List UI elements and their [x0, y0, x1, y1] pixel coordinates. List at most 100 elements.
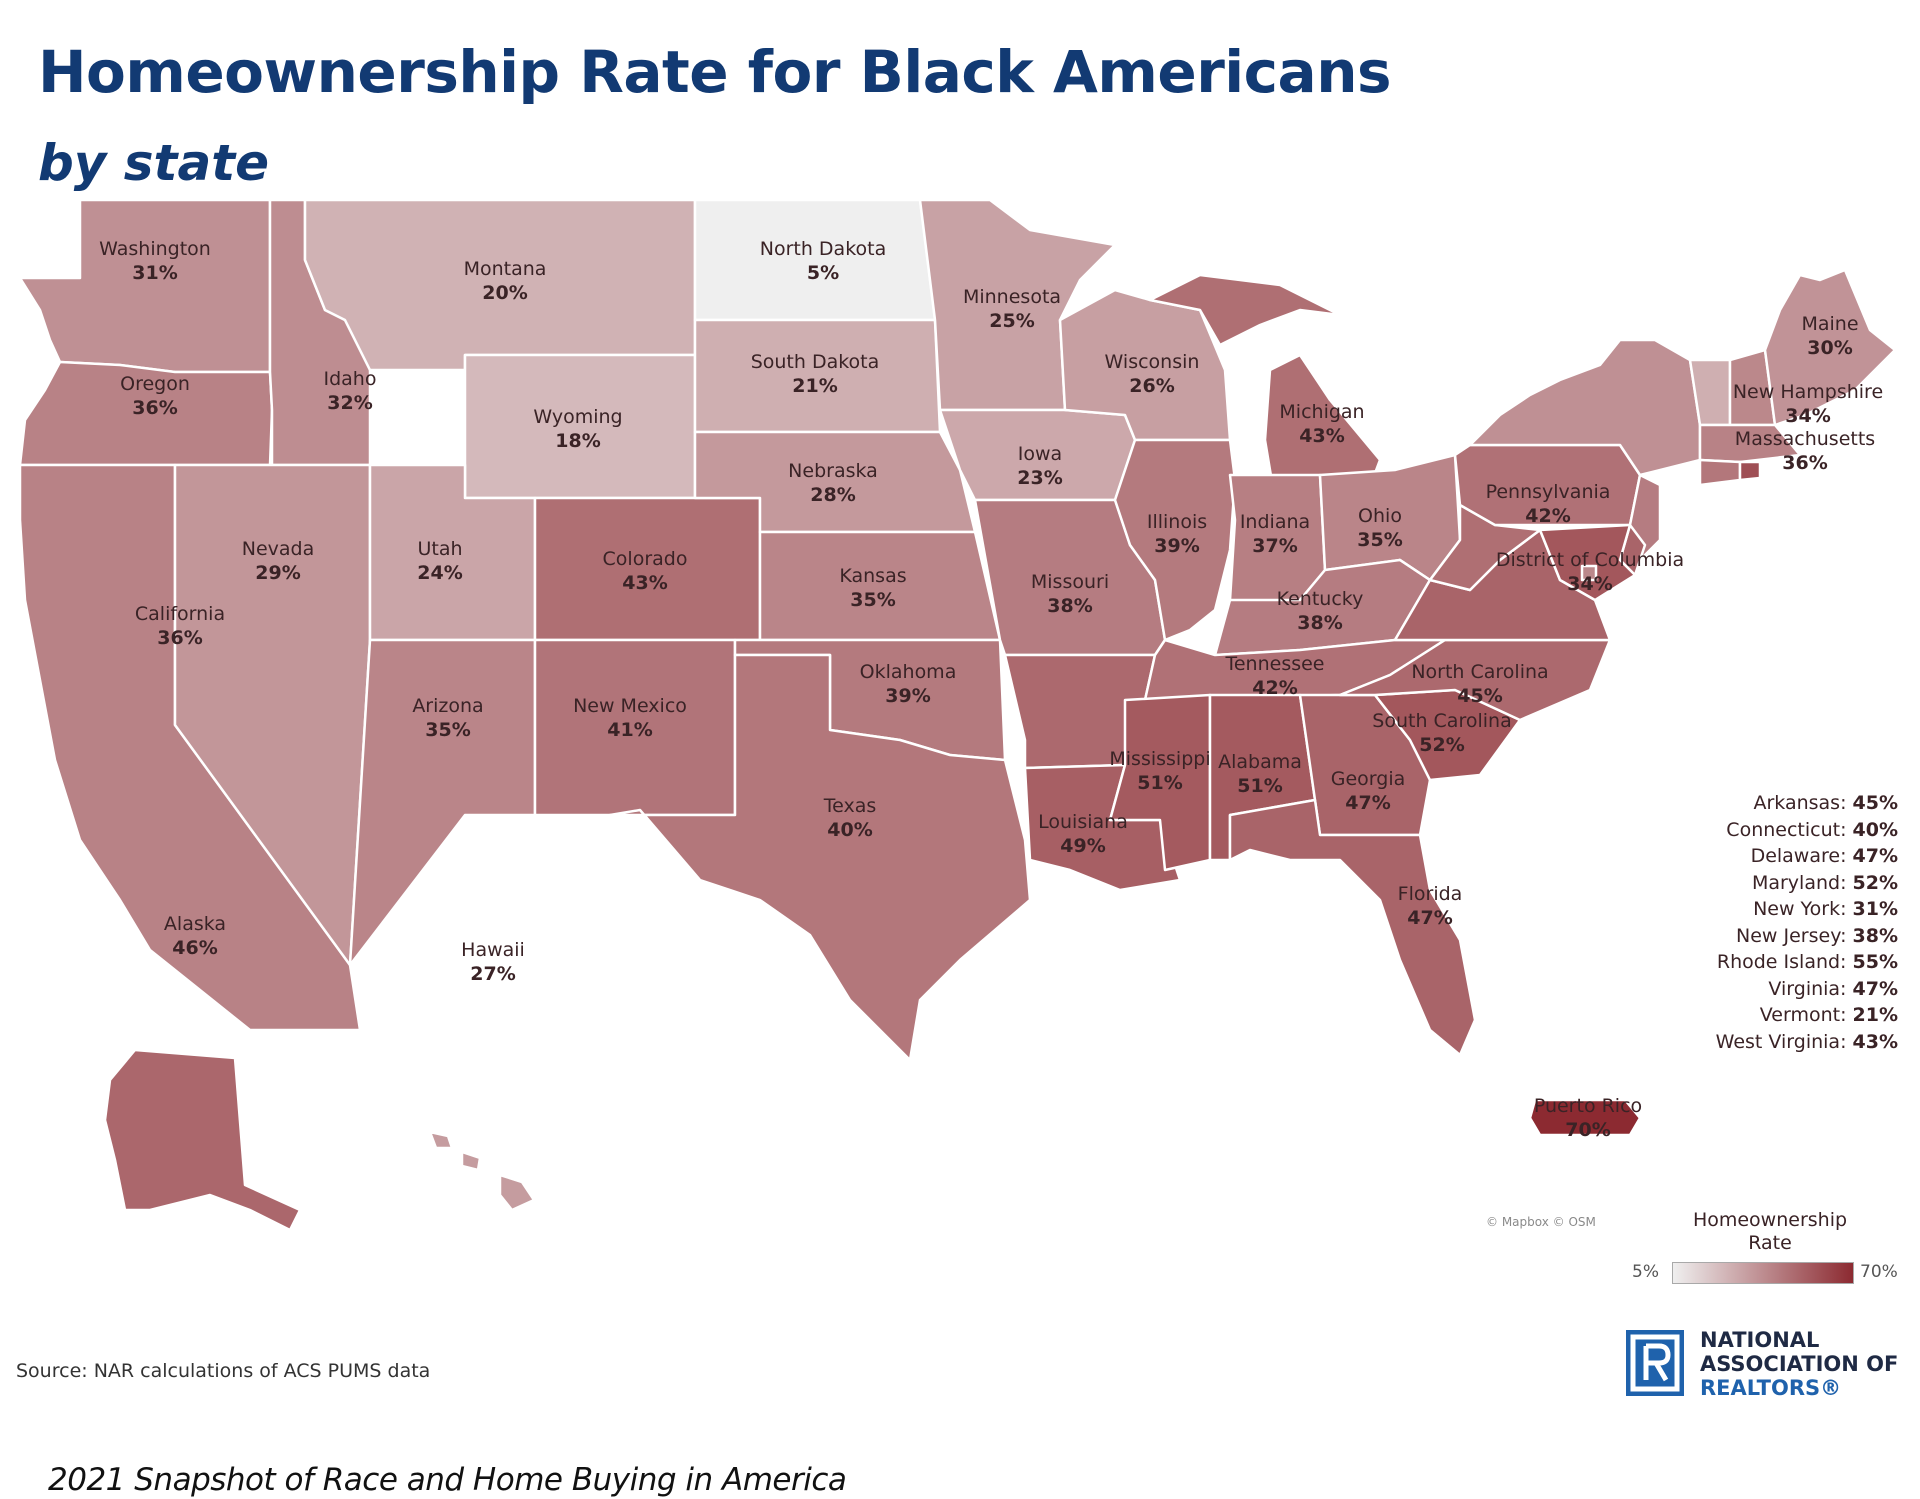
- state-minnesota[interactable]: [918, 200, 1117, 412]
- small-state-value: 45%: [1852, 792, 1898, 814]
- small-state-value: 43%: [1852, 1030, 1898, 1053]
- state-label-wisconsin: Wisconsin 26%: [1105, 351, 1200, 397]
- state-value: 47%: [1407, 907, 1452, 929]
- map-subtitle: by state: [38, 134, 270, 192]
- source-note: Source: NAR calculations of ACS PUMS dat…: [16, 1360, 431, 1382]
- state-label-alabama: Alabama 51%: [1218, 751, 1302, 797]
- report-footer: 2021 Snapshot of Race and Home Buying in…: [48, 1462, 847, 1498]
- state-label-nebraska: Nebraska 28%: [788, 460, 878, 506]
- state-name: Mississippi: [1109, 748, 1210, 770]
- state-washington[interactable]: [18, 200, 272, 374]
- state-wisconsin[interactable]: [1058, 288, 1232, 442]
- state-arizona[interactable]: [348, 638, 537, 967]
- state-connecticut[interactable]: [1698, 458, 1742, 487]
- state-name: North Dakota: [760, 238, 887, 260]
- state-florida[interactable]: [1228, 798, 1477, 1057]
- state-label-idaho: Idaho 32%: [324, 368, 377, 414]
- small-state-row: West Virginia: 43%: [1716, 1029, 1898, 1056]
- state-massachusetts[interactable]: [1698, 423, 1802, 464]
- state-name: Hawaii: [461, 939, 525, 961]
- small-state-value: 52%: [1852, 871, 1898, 894]
- state-name: Indiana: [1240, 511, 1310, 533]
- state-name: Pennsylvania: [1486, 481, 1611, 503]
- state-label-south-dakota: South Dakota 21%: [751, 351, 880, 397]
- small-state-row: Connecticut: 40%: [1716, 817, 1898, 844]
- small-state-name: Vermont:: [1759, 1004, 1853, 1026]
- state-value: 51%: [1237, 775, 1282, 797]
- state-label-puerto-rico: Puerto Rico 70%: [1534, 1095, 1642, 1141]
- state-label-ohio: Ohio 35%: [1357, 505, 1402, 551]
- small-state-value: 31%: [1852, 898, 1898, 920]
- state-name: Illinois: [1147, 511, 1207, 533]
- small-state-value: 38%: [1852, 924, 1898, 947]
- small-state-name: Virginia:: [1768, 977, 1853, 1000]
- state-value: 32%: [327, 392, 372, 414]
- state-name: Massachusetts: [1735, 428, 1875, 450]
- state-name: Tennessee: [1224, 653, 1324, 675]
- state-label-georgia: Georgia 47%: [1331, 768, 1406, 814]
- legend-color-scale: [1672, 1262, 1854, 1284]
- small-state-name: New York:: [1753, 898, 1853, 920]
- small-state-name: Maryland:: [1751, 871, 1853, 894]
- state-name: Wisconsin: [1105, 351, 1200, 373]
- state-hawaii[interactable]: [428, 1130, 536, 1212]
- state-name: Michigan: [1279, 401, 1364, 423]
- state-name: Ohio: [1358, 505, 1402, 527]
- state-value: 43%: [622, 572, 667, 594]
- state-name: Washington: [99, 238, 211, 260]
- state-texas[interactable]: [608, 653, 1032, 1062]
- state-puerto-rico[interactable]: [1528, 1098, 1642, 1137]
- state-value: 30%: [1807, 337, 1852, 359]
- state-label-wyoming: Wyoming 18%: [533, 406, 622, 452]
- state-value: 25%: [989, 310, 1034, 332]
- map-attribution[interactable]: © Mapbox © OSM: [1486, 1215, 1596, 1229]
- state-label-oklahoma: Oklahoma 39%: [860, 661, 957, 707]
- state-illinois[interactable]: [1113, 438, 1237, 642]
- state-value: 36%: [1782, 452, 1827, 474]
- state-value: 39%: [885, 685, 930, 707]
- state-value: 45%: [1457, 685, 1502, 707]
- state-rhode-island[interactable]: [1738, 460, 1762, 482]
- map-title: Homeownership Rate for Black Americans: [38, 38, 1392, 106]
- small-state-name: Rhode Island:: [1716, 951, 1853, 973]
- small-state-value: 21%: [1852, 1004, 1898, 1026]
- small-state-row: Delaware: 47%: [1716, 843, 1898, 870]
- state-value: 35%: [425, 719, 470, 741]
- small-states-list: Arkansas: 45% Connecticut: 40% Delaware: 4…: [1716, 790, 1898, 1055]
- state-name: Georgia: [1331, 768, 1406, 790]
- state-value: 41%: [607, 719, 652, 741]
- state-label-missouri: Missouri 38%: [1031, 571, 1109, 617]
- state-value: 23%: [1017, 467, 1062, 489]
- state-maine[interactable]: [1763, 268, 1897, 427]
- state-name: Nebraska: [788, 460, 878, 482]
- state-name: Colorado: [603, 548, 688, 570]
- state-value: 51%: [1137, 772, 1182, 794]
- state-name: Kansas: [839, 565, 906, 587]
- state-value: 34%: [1785, 405, 1830, 427]
- state-name: South Carolina: [1372, 710, 1511, 732]
- state-north-carolina[interactable]: [1338, 638, 1612, 722]
- state-label-indiana: Indiana 37%: [1240, 511, 1310, 557]
- small-state-row: Arkansas: 45%: [1716, 790, 1898, 817]
- state-value: 35%: [850, 589, 895, 611]
- state-name: Alabama: [1218, 751, 1302, 773]
- states-layer: [18, 200, 1897, 1232]
- state-alaska[interactable]: [103, 1048, 302, 1232]
- logo-line3: REALTORS®: [1700, 1376, 1842, 1400]
- state-name: District of Columbia: [1496, 549, 1684, 571]
- state-value: 39%: [1154, 535, 1199, 557]
- state-north-dakota[interactable]: [693, 200, 937, 322]
- state-label-massachusetts: Massachusetts 36%: [1735, 428, 1875, 474]
- state-maryland[interactable]: [1538, 523, 1637, 602]
- logo-line1: NATIONAL: [1700, 1328, 1820, 1352]
- state-name: North Carolina: [1411, 661, 1548, 683]
- state-name: Oklahoma: [860, 661, 957, 683]
- state-label-new-mexico: New Mexico 41%: [573, 695, 687, 741]
- small-state-name: Delaware:: [1750, 845, 1853, 867]
- state-name: Maine: [1801, 313, 1858, 335]
- small-state-name: New Jersey:: [1736, 924, 1853, 947]
- state-value: 42%: [1525, 505, 1570, 527]
- state-label-montana: Montana 20%: [464, 258, 547, 304]
- state-label-hawaii: Hawaii 27%: [461, 939, 525, 985]
- state-district-of-columbia[interactable]: [1580, 564, 1598, 582]
